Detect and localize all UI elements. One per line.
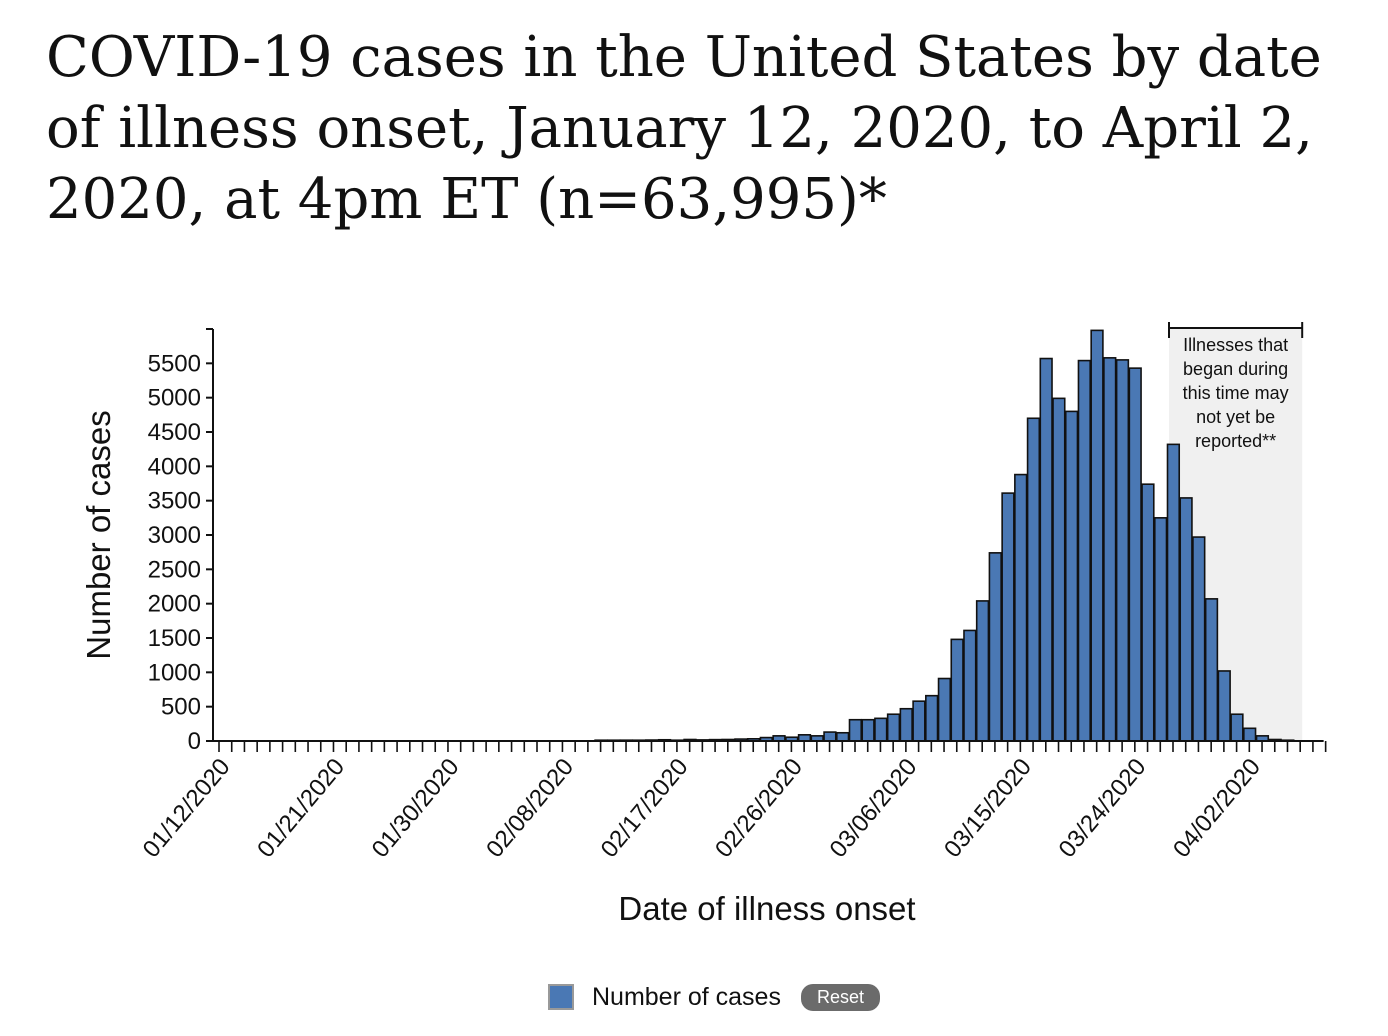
- bar[interactable]: [1192, 536, 1206, 742]
- reset-button[interactable]: Reset: [800, 983, 880, 1011]
- y-tick-label: 500: [161, 694, 201, 721]
- bar[interactable]: [1039, 357, 1053, 742]
- legend-swatch[interactable]: [548, 984, 574, 1010]
- y-tick-label: 0: [188, 728, 201, 755]
- bar[interactable]: [1243, 727, 1257, 742]
- x-tick-label: 03/06/2020: [825, 754, 923, 863]
- x-tick-label: 02/08/2020: [481, 754, 579, 863]
- bar[interactable]: [823, 731, 837, 742]
- bar[interactable]: [1103, 357, 1117, 742]
- x-tick-label: 01/12/2020: [138, 754, 236, 863]
- bar[interactable]: [1128, 367, 1142, 742]
- bar[interactable]: [1064, 410, 1079, 742]
- y-tick-label: 4000: [148, 453, 201, 480]
- bar[interactable]: [1052, 397, 1066, 742]
- bar[interactable]: [1179, 497, 1193, 742]
- x-tick-label: 01/21/2020: [252, 754, 350, 863]
- bar[interactable]: [1166, 443, 1181, 742]
- x-tick-label: 01/30/2020: [367, 754, 465, 863]
- bar[interactable]: [861, 718, 875, 742]
- annotation-text-line: reported**: [1195, 431, 1276, 451]
- x-axis: 01/12/2020 01/21/2020 01/30/2020 02/08/2020…: [138, 740, 1327, 863]
- x-tick-label: 03/15/2020: [939, 754, 1037, 863]
- y-tick-label: 1000: [148, 659, 201, 686]
- y-tick-label: 3500: [148, 488, 201, 515]
- y-tick-label: 1500: [148, 625, 201, 652]
- y-tick-label: 3000: [148, 522, 201, 549]
- bar[interactable]: [886, 713, 901, 742]
- y-tick-label: 5500: [148, 350, 201, 377]
- y-tick-label: 5000: [148, 385, 201, 412]
- x-tick-label: 02/26/2020: [710, 754, 808, 863]
- bar[interactable]: [1204, 598, 1219, 742]
- x-tick-label: 03/24/2020: [1054, 754, 1152, 863]
- bar[interactable]: [975, 600, 990, 742]
- y-tick-label: 2000: [148, 591, 201, 618]
- legend: Number of cases Reset: [548, 980, 880, 1014]
- bar[interactable]: [963, 629, 977, 742]
- bar[interactable]: [848, 718, 863, 742]
- y-tick-label: 2500: [148, 556, 201, 583]
- bar[interactable]: [1141, 483, 1155, 742]
- bar[interactable]: [988, 552, 1002, 742]
- bar[interactable]: [912, 700, 926, 742]
- bar[interactable]: [1115, 359, 1130, 742]
- bar[interactable]: [1077, 359, 1091, 742]
- annotation-text-line: began during: [1183, 359, 1288, 379]
- chart-title: COVID-19 cases in the United States by d…: [46, 25, 1322, 232]
- bar[interactable]: [1014, 473, 1028, 742]
- bar[interactable]: [835, 731, 850, 742]
- bar[interactable]: [874, 717, 888, 742]
- y-tick-label: 4500: [148, 419, 201, 446]
- bar[interactable]: [1001, 492, 1015, 742]
- annotation-bracket: Illnesses that began during this time may n…: [1168, 322, 1304, 451]
- bar[interactable]: [950, 638, 964, 742]
- y-axis: 0 500 1000 1500 2000 2500 3000 3500 4000 4500 5000…: [148, 328, 214, 755]
- bar[interactable]: [1090, 329, 1104, 742]
- x-tick-label: 02/17/2020: [596, 754, 694, 863]
- x-axis-title: Date of illness onset: [618, 890, 915, 927]
- bar[interactable]: [1230, 713, 1244, 742]
- y-axis-title: Number of cases: [80, 410, 117, 659]
- annotation-text-line: not yet be: [1196, 407, 1275, 427]
- annotation-text-line: Illnesses that: [1183, 335, 1288, 355]
- legend-label[interactable]: Number of cases: [592, 982, 781, 1011]
- bar[interactable]: [899, 707, 913, 742]
- annotation-text-line: this time may: [1183, 383, 1289, 403]
- bar[interactable]: [937, 677, 952, 742]
- bar[interactable]: [925, 694, 939, 742]
- bar[interactable]: [1153, 517, 1168, 742]
- bar[interactable]: [1026, 417, 1041, 742]
- bar[interactable]: [1217, 670, 1231, 742]
- x-tick-label: 04/02/2020: [1168, 754, 1266, 863]
